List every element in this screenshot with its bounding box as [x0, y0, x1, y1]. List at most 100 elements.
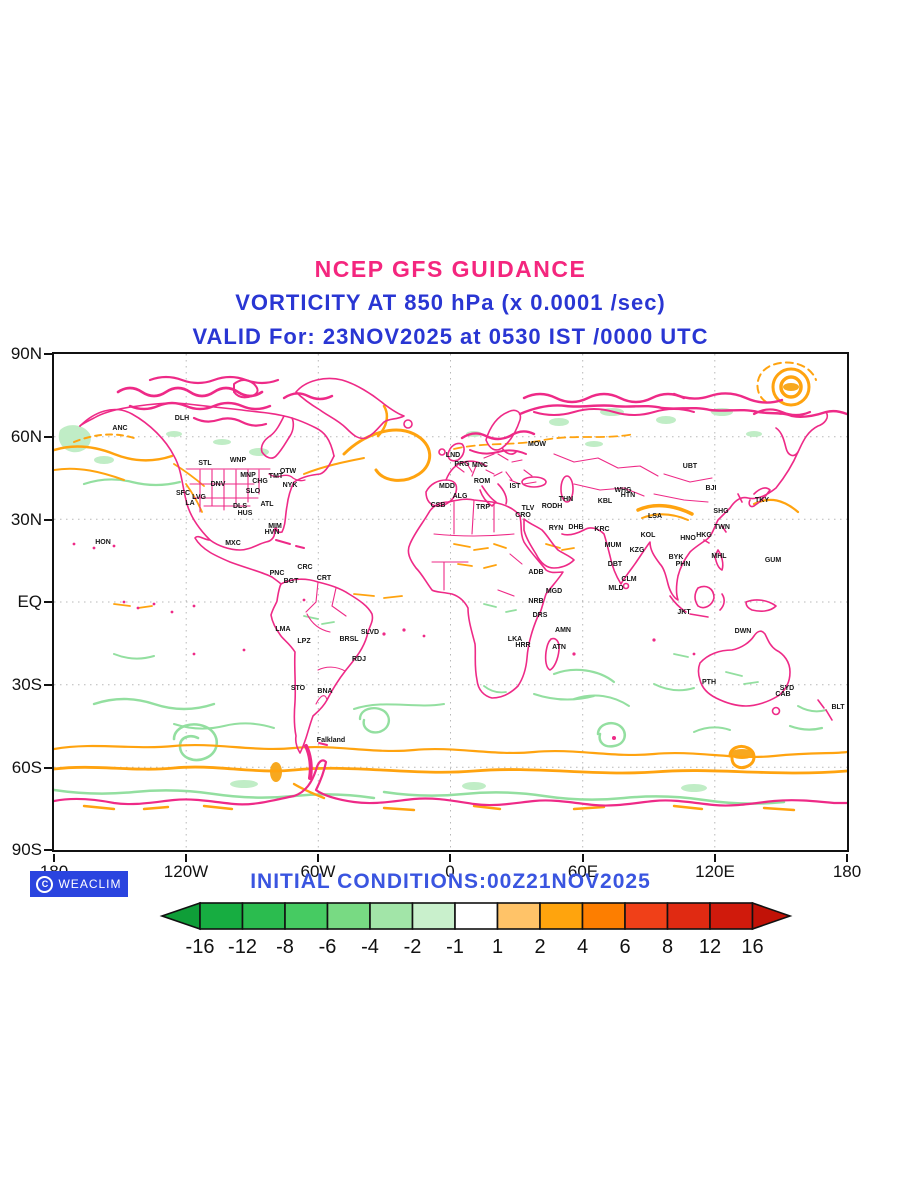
initial-conditions-text: INITIAL CONDITIONS:00Z21NOV2025: [250, 870, 651, 893]
station-label: MNC: [472, 462, 488, 469]
station-label: TRP: [476, 504, 490, 511]
colorbar-segment: [709, 902, 754, 930]
station-label: RODH: [542, 503, 563, 510]
y-tick: [44, 684, 52, 686]
station-label: NRB: [528, 598, 543, 605]
station-label: LMA: [275, 626, 290, 633]
station-label: LA: [185, 500, 194, 507]
colorbar-tick-label: 6: [619, 936, 630, 958]
colorbar-segment: [624, 902, 669, 930]
station-label: SYD: [780, 685, 794, 692]
arctic-vorticity-clusters: [116, 375, 812, 455]
colorbar-segment: [326, 902, 371, 930]
station-label: SHG: [713, 508, 729, 515]
page-title: NCEP GFS GUIDANCE: [314, 256, 587, 282]
colorbar-right-arrow: [751, 901, 793, 931]
colorbar-segment: [539, 902, 584, 930]
colorbar-tick-label: 12: [699, 936, 721, 958]
colorbar-tick-label: 4: [577, 936, 588, 958]
station-label: STL: [198, 460, 212, 467]
station-label: TMT: [269, 473, 284, 480]
station-label: HON: [95, 539, 111, 546]
country-borders: [186, 453, 713, 705]
colorbar: -16 -12 -8 -6 -4 -2 -1 1 2 4 6 8 12 16: [159, 901, 793, 958]
positive-vorticity-filaments: [54, 361, 847, 812]
station-label: ATN: [552, 644, 566, 651]
colorbar-tick-label: -16: [186, 936, 215, 958]
y-tick-label: 30S: [11, 675, 42, 694]
station-label: DLS: [233, 503, 247, 510]
station-label: JKT: [677, 609, 691, 616]
station-label: MOW: [528, 441, 546, 448]
station-label: BJI: [706, 485, 717, 492]
coastlines: [54, 377, 847, 807]
y-tick-label: 60N: [10, 427, 42, 446]
y-tick-label: EQ: [17, 592, 42, 611]
station-label: DRS: [533, 612, 548, 619]
station-label: PHN: [676, 561, 691, 568]
x-tick-label: 60E: [567, 862, 599, 881]
station-label: TKY: [755, 497, 769, 504]
map-frame: DLH ANC STL WNP MNP CHG TMT OTW NYK DNV SLO SFC LVG L…: [52, 352, 849, 852]
station-label: SLO: [246, 488, 261, 495]
x-tick-label: 0: [445, 862, 455, 881]
station-label: KZG: [630, 547, 645, 554]
station-label: CLM: [621, 576, 636, 583]
station-label: MXC: [225, 540, 241, 547]
colorbar-segment: [411, 902, 456, 930]
y-tick: [44, 519, 52, 521]
colorbar-segment: [496, 902, 541, 930]
colorbar-tick-label: 16: [741, 936, 763, 958]
station-label: HKG: [696, 532, 712, 539]
colorbar-segment: [454, 902, 499, 930]
station-label: WHG: [614, 487, 632, 494]
station-label: CRC: [297, 564, 312, 571]
weaclim-logo[interactable]: C WEACLIM: [30, 871, 128, 897]
station-label: ANC: [112, 425, 127, 432]
station-label: HRR: [515, 642, 530, 649]
x-tick-label: 60W: [300, 862, 336, 881]
y-tick: [44, 353, 52, 355]
station-label: TLV: [522, 505, 535, 512]
station-label: MDD: [439, 483, 455, 490]
station-label: NYK: [283, 482, 298, 489]
colorbar-tick-label: 2: [534, 936, 545, 958]
y-tick-label: 30N: [10, 510, 42, 529]
variable-subtitle: VORTICITY AT 850 hPa (x 0.0001 /sec): [235, 290, 666, 315]
station-label: STO: [291, 685, 306, 692]
colorbar-left-arrow: [159, 901, 201, 931]
station-label: RYN: [549, 525, 564, 532]
negative-vorticity-filaments: [54, 478, 827, 805]
station-label: MIM: [268, 523, 282, 530]
y-tick: [44, 849, 52, 851]
station-label: UBT: [683, 463, 698, 470]
station-label: HTN: [621, 492, 635, 499]
station-label: LPZ: [297, 638, 311, 645]
station-label: DWN: [735, 628, 752, 635]
station-label: MLD: [608, 585, 623, 592]
x-tick: [317, 854, 319, 862]
station-label: CHG: [252, 478, 268, 485]
negative-vorticity-fills: [58, 408, 762, 792]
colorbar-tick-label: -4: [361, 936, 379, 958]
station-label: PTH: [702, 679, 716, 686]
station-label: THN: [559, 496, 573, 503]
x-tick: [449, 854, 451, 862]
colorbar-segment: [284, 902, 329, 930]
colorbar-tick-label: -6: [319, 936, 337, 958]
y-tick-label: 90S: [11, 840, 42, 859]
x-tick: [714, 854, 716, 862]
station-label: KOL: [641, 532, 657, 539]
logo-text: WEACLIM: [58, 877, 122, 891]
station-label: PNC: [270, 570, 285, 577]
station-label: CRT: [317, 575, 332, 582]
station-label: MHL: [711, 553, 727, 560]
colorbar-tick-label: -2: [404, 936, 422, 958]
station-label: DHB: [568, 524, 583, 531]
station-label: DNV: [211, 481, 226, 488]
colorbar-tick-label: -1: [446, 936, 464, 958]
station-label: TWN: [714, 524, 730, 531]
